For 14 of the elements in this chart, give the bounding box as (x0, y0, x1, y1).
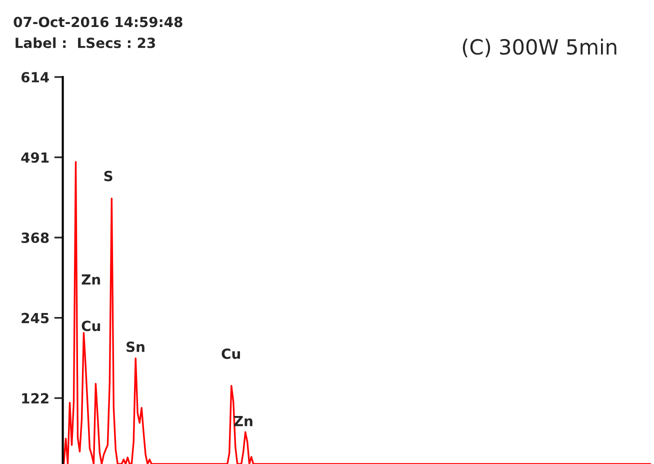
y-tick-label: 614 (21, 72, 49, 82)
annotation: S (104, 170, 112, 182)
y-tick-label: 491 (21, 152, 49, 163)
line-series (62, 161, 652, 464)
y-tick-label: 368 (22, 232, 49, 244)
text: (C) 300W 5min (462, 38, 616, 58)
annotation: Zn (82, 274, 100, 285)
y-tick-label: 122 (22, 393, 48, 404)
annotation: Sn (126, 342, 144, 352)
y-tick-label: 245 (22, 312, 49, 324)
annotation: Cu (82, 320, 100, 332)
chart-subtitle: Label : LSecs : 23 (16, 37, 156, 48)
chart-title: 07-Oct-2016 14:59:48 (14, 16, 182, 28)
annotation: Cu (222, 348, 240, 359)
